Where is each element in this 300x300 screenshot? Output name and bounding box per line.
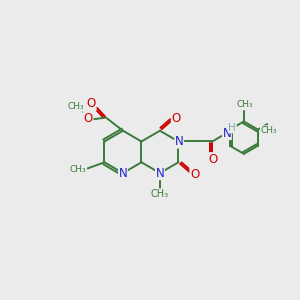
Text: N: N [223,127,231,140]
Text: O: O [87,97,96,110]
Text: CH₃: CH₃ [260,126,277,135]
Text: O: O [172,112,181,125]
Text: O: O [84,112,93,125]
Text: H: H [228,123,236,133]
Text: CH₃: CH₃ [151,189,169,199]
Text: O: O [208,153,218,166]
Text: CH₃: CH₃ [68,102,84,111]
Text: CH₃: CH₃ [70,165,87,174]
Text: N: N [175,135,184,148]
Text: O: O [190,168,199,181]
Text: N: N [155,167,164,180]
Text: N: N [118,167,127,180]
Text: CH₃: CH₃ [236,100,253,109]
